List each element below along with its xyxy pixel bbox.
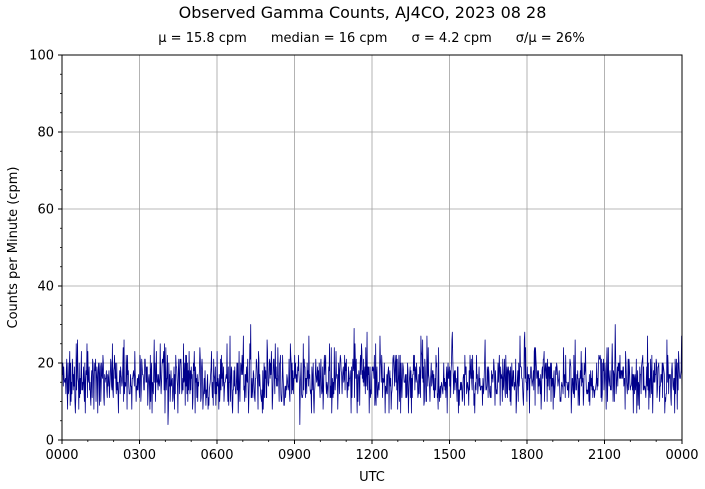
x-tick-label: 2100 bbox=[588, 448, 621, 463]
x-tick-label: 0600 bbox=[200, 448, 233, 463]
x-tick-label: 0000 bbox=[665, 448, 698, 463]
chart-subtitle: μ = 15.8 cpm median = 16 cpm σ = 4.2 cpm σ/… bbox=[0, 31, 705, 46]
y-tick-label: 20 bbox=[37, 357, 54, 372]
x-tick-label: 0000 bbox=[45, 448, 78, 463]
y-tick-label: 40 bbox=[37, 280, 54, 295]
x-tick-label: 1200 bbox=[355, 448, 388, 463]
chart-title: Observed Gamma Counts, AJ4CO, 2023 08 28 bbox=[178, 3, 547, 22]
x-tick-label: 0300 bbox=[123, 448, 156, 463]
x-tick-label: 1500 bbox=[433, 448, 466, 463]
y-tick-label: 60 bbox=[37, 203, 54, 218]
subtitle-mean: μ = 15.8 cpm bbox=[158, 31, 247, 46]
y-tick-label: 0 bbox=[46, 434, 54, 449]
y-tick-label: 80 bbox=[37, 126, 54, 141]
x-tick-label: 0900 bbox=[278, 448, 311, 463]
y-tick-label: 100 bbox=[29, 49, 54, 64]
axis-ticks: 0000 0300 0600 0900 1200 1500 1800 2100 00000204… bbox=[29, 49, 698, 464]
series-line bbox=[62, 324, 683, 425]
subtitle-median: median = 16 cpm bbox=[270, 31, 388, 46]
x-tick-label: 1800 bbox=[510, 448, 543, 463]
subtitle-ratio: σ/μ = 26% bbox=[515, 31, 585, 46]
subtitle-sigma: σ = 4.2 cpm bbox=[411, 31, 492, 46]
x-axis-label: UTC bbox=[359, 470, 385, 485]
series-layer bbox=[62, 324, 683, 425]
y-axis-label: Counts per Minute (cpm) bbox=[6, 167, 21, 329]
